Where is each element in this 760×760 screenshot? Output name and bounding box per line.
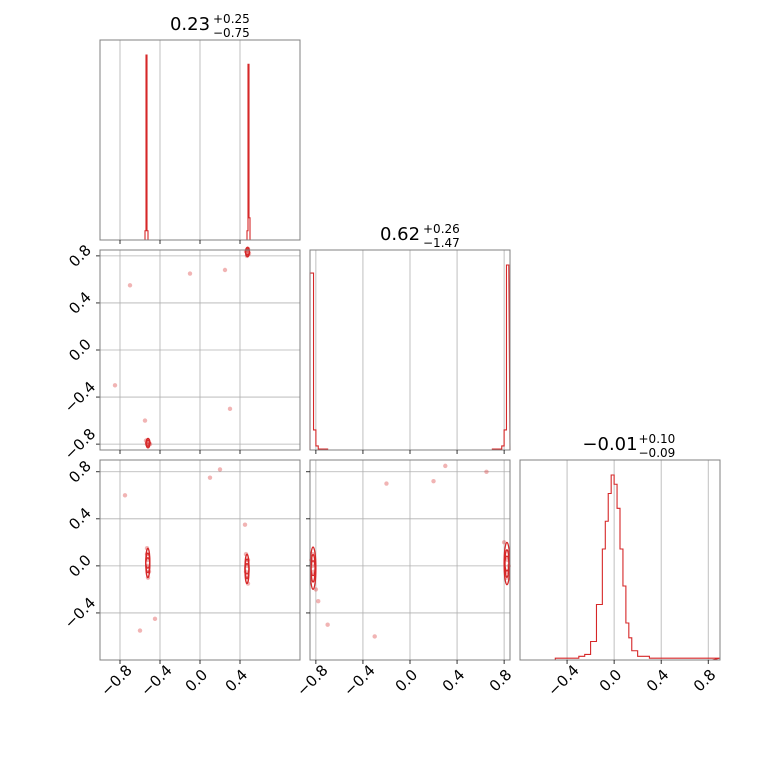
y-tick-label: 0.4 xyxy=(65,288,95,318)
y-tick-label: −0.4 xyxy=(61,378,99,416)
panel-title-plus-error: +0.25 xyxy=(213,12,250,26)
scatter-point xyxy=(316,598,321,604)
scatter-point xyxy=(484,469,489,474)
scatter-point xyxy=(325,622,330,627)
y-tick-label: −0.8 xyxy=(61,425,99,463)
scatter-point xyxy=(443,463,448,469)
scatter-point xyxy=(152,616,158,622)
panel-title-value: 0.23 xyxy=(170,14,210,35)
density-contour xyxy=(504,555,510,572)
density-contour xyxy=(310,560,316,577)
density-contour xyxy=(145,557,151,569)
y-tick-label: 0.4 xyxy=(65,504,95,534)
x-tick-label: 0.4 xyxy=(439,666,469,696)
scatter-point xyxy=(431,478,436,484)
scatter-point xyxy=(127,283,133,288)
scatter-point xyxy=(501,540,507,545)
panel-title-plus-error: +0.26 xyxy=(423,222,460,236)
panel-title-minus-error: −0.09 xyxy=(639,446,676,460)
panel-title-plus-error: +0.10 xyxy=(639,432,676,446)
x-tick-label: 0.8 xyxy=(690,666,720,696)
x-tick-label: −0.8 xyxy=(97,661,135,699)
panel-frame xyxy=(519,459,721,661)
y-tick-label: 0.8 xyxy=(65,241,95,271)
scatter-point xyxy=(384,481,389,486)
scatter-point xyxy=(112,383,118,388)
panel-histogram-param-3: −0.01 +0.10−0.09 −0.4 0.0 0.4 0.8 xyxy=(519,432,721,700)
panel-scatter-param-2-vs-param-1: 0.8 0.4 0.0 −0.4 −0.8 xyxy=(61,241,301,463)
panel-histogram-param-1: 0.23 +0.25−0.75 xyxy=(99,12,301,244)
panel-scatter-param-3-vs-param-2: −0.8 −0.4 0.0 0.4 0.8 xyxy=(293,459,516,700)
x-tick-label: −0.4 xyxy=(340,661,378,699)
scatter-point xyxy=(222,267,228,273)
scatter-point xyxy=(122,493,128,498)
scatter-point xyxy=(245,581,251,586)
density-contour xyxy=(145,439,151,447)
scatter-point xyxy=(243,551,249,557)
scatter-point xyxy=(187,271,193,276)
y-tick-label: 0.8 xyxy=(65,457,95,487)
scatter-point xyxy=(207,475,213,480)
scatter-point xyxy=(137,628,143,633)
x-tick-label: −0.8 xyxy=(293,661,331,699)
scatter-point xyxy=(242,522,248,527)
x-tick-label: −0.4 xyxy=(544,661,582,699)
y-tick-label: 0.0 xyxy=(65,335,95,365)
scatter-point xyxy=(217,467,223,472)
histogram-steps xyxy=(144,54,255,241)
scatter-point xyxy=(372,634,377,639)
panel-histogram-param-2: 0.62 +0.26−1.47 xyxy=(309,222,511,454)
panel-title-minus-error: −1.47 xyxy=(423,236,460,250)
density-contour xyxy=(244,248,251,256)
panel-scatter-param-3-vs-param-1: 0.80.40.0−0.4−0.8 −0.4 0.0 0.4 xyxy=(61,457,301,700)
x-tick-label: 0.0 xyxy=(392,666,422,696)
x-tick-label: 0.4 xyxy=(222,666,252,696)
density-contour xyxy=(244,563,250,575)
x-tick-label: 0.0 xyxy=(596,666,626,696)
y-tick-label: −0.4 xyxy=(61,594,99,632)
panel-title-value: −0.01 xyxy=(582,434,637,455)
scatter-point xyxy=(313,587,319,592)
x-tick-label: −0.4 xyxy=(137,661,175,699)
x-tick-label: 0.0 xyxy=(182,666,212,696)
x-tick-label: 0.4 xyxy=(643,666,673,696)
x-tick-label: 0.8 xyxy=(486,666,516,696)
scatter-point xyxy=(227,406,233,412)
y-tick-label: 0.0 xyxy=(65,551,95,581)
scatter-point xyxy=(142,418,148,423)
panel-title-value: 0.62 xyxy=(380,224,420,245)
histogram-steps xyxy=(554,474,721,661)
panel-title-minus-error: −0.75 xyxy=(213,26,250,40)
